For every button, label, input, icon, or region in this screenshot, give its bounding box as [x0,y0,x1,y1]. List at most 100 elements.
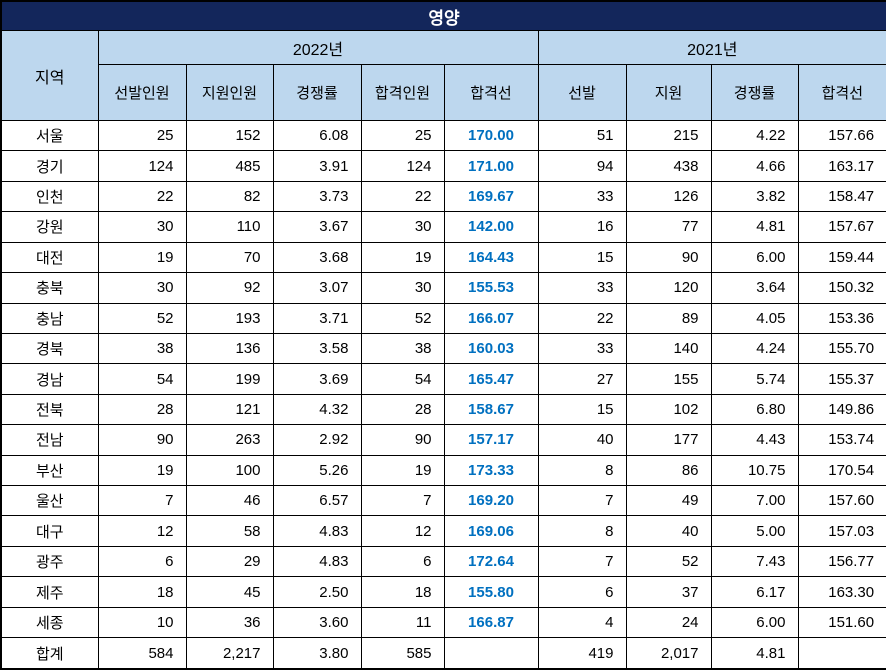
value-2022-cell: 10 [97,606,187,639]
value-2022-cell: 152 [185,119,274,152]
value-2022-cell: 5.26 [272,454,362,487]
value-2022-cell: 38 [360,332,445,365]
value-2021-cell: 6.17 [710,576,799,608]
region-cell: 광주 [0,545,99,578]
value-2022-cell: 199 [185,363,274,395]
cutoff-2021-cell: 158.47 [797,180,886,213]
title-row: 영양 [0,0,886,31]
cutoff-2021-cell: 155.70 [797,332,886,365]
table-row: 경북 38 136 3.58 38 160.03 33 140 4.24 155.70 [0,332,886,365]
value-2021-cell: 6 [537,576,627,608]
value-2021-cell: 90 [625,241,712,274]
region-cell: 경기 [0,150,99,182]
value-2021-cell: 52 [625,545,712,578]
table-row: 대구 12 58 4.83 12 169.06 8 40 5.00 157.03 [0,515,886,547]
cutoff-2021-cell: 163.17 [797,150,886,182]
cutoff-2022-cell: 166.87 [443,606,539,639]
value-2022-cell: 124 [97,150,187,182]
value-2022-cell: 70 [185,241,274,274]
value-2022-cell: 82 [185,180,274,213]
cutoff-2021-cell: 157.60 [797,485,886,517]
value-2022-cell: 136 [185,332,274,365]
value-2022-cell: 19 [97,454,187,487]
value-2021-cell: 5.74 [710,363,799,395]
value-2022-cell: 58 [185,515,274,547]
table-title: 영양 [0,0,886,31]
value-2022-cell: 45 [185,576,274,608]
value-2022-cell: 3.07 [272,272,362,304]
cutoff-2021-cell: 157.66 [797,119,886,152]
cutoff-2022-cell: 170.00 [443,119,539,152]
region-cell: 충남 [0,302,99,334]
value-2021-cell: 15 [537,241,627,274]
value-2022-cell: 22 [360,180,445,213]
table-row: 대전 19 70 3.68 19 164.43 15 90 6.00 159.44 [0,241,886,274]
value-2022-cell: 3.69 [272,363,362,395]
value-2021-cell: 94 [537,150,627,182]
cutoff-2021-cell: 170.54 [797,454,886,487]
value-2021-cell: 27 [537,363,627,395]
value-2021-cell: 6.00 [710,241,799,274]
cutoff-2022-cell: 169.20 [443,485,539,517]
value-2022-cell: 28 [360,393,445,426]
cutoff-2021-cell: 155.37 [797,363,886,395]
table-row: 전남 90 263 2.92 90 157.17 40 177 4.43 153.74 [0,424,886,456]
column-header-region: 지역 [0,30,99,121]
value-2022-cell: 2,217 [185,637,274,670]
column-group-2022: 2022년 [97,30,539,65]
value-2021-cell: 33 [537,180,627,213]
cutoff-2021-cell: 156.77 [797,545,886,578]
region-cell: 강원 [0,211,99,243]
cutoff-2022-cell: 142.00 [443,211,539,243]
value-2022-cell: 2.50 [272,576,362,608]
value-2021-cell: 37 [625,576,712,608]
value-2021-cell: 51 [537,119,627,152]
value-2021-cell: 7 [537,545,627,578]
value-2021-cell: 6.80 [710,393,799,426]
value-2022-cell: 2.92 [272,424,362,456]
value-2022-cell: 90 [97,424,187,456]
region-cell: 제주 [0,576,99,608]
value-2021-cell: 4 [537,606,627,639]
value-2022-cell: 4.32 [272,393,362,426]
value-2022-cell: 3.71 [272,302,362,334]
value-2022-cell: 3.58 [272,332,362,365]
table-row: 세종 10 36 3.60 11 166.87 4 24 6.00 151.60 [0,606,886,639]
value-2021-cell: 4.81 [710,211,799,243]
value-2022-cell: 28 [97,393,187,426]
value-2022-cell: 25 [360,119,445,152]
cutoff-2021-cell: 157.03 [797,515,886,547]
value-2022-cell: 54 [360,363,445,395]
cutoff-2021-cell: 151.60 [797,606,886,639]
value-2021-cell: 8 [537,454,627,487]
value-2021-cell: 438 [625,150,712,182]
value-2021-cell: 22 [537,302,627,334]
cutoff-2022-cell: 172.64 [443,545,539,578]
value-2022-cell: 92 [185,272,274,304]
value-2021-cell: 120 [625,272,712,304]
region-cell: 경북 [0,332,99,365]
value-2022-cell: 19 [360,454,445,487]
value-2021-cell: 3.82 [710,180,799,213]
value-2021-cell: 4.66 [710,150,799,182]
cutoff-2022-cell: 157.17 [443,424,539,456]
value-2021-cell: 177 [625,424,712,456]
value-2021-cell: 419 [537,637,627,670]
region-cell: 충북 [0,272,99,304]
region-cell: 인천 [0,180,99,213]
cutoff-2021-cell: 153.74 [797,424,886,456]
value-2022-cell: 6 [97,545,187,578]
column-group-2021: 2021년 [537,30,886,65]
value-2021-cell: 4.05 [710,302,799,334]
value-2022-cell: 3.60 [272,606,362,639]
value-2022-cell: 6.57 [272,485,362,517]
value-2022-cell: 6.08 [272,119,362,152]
value-2022-cell: 52 [97,302,187,334]
cutoff-2021-cell: 153.36 [797,302,886,334]
cutoff-2021-cell [797,637,886,670]
value-2021-cell: 7.43 [710,545,799,578]
value-2021-cell: 5.00 [710,515,799,547]
table-row: 광주 6 29 4.83 6 172.64 7 52 7.43 156.77 [0,545,886,578]
value-2022-cell: 46 [185,485,274,517]
value-2021-cell: 10.75 [710,454,799,487]
